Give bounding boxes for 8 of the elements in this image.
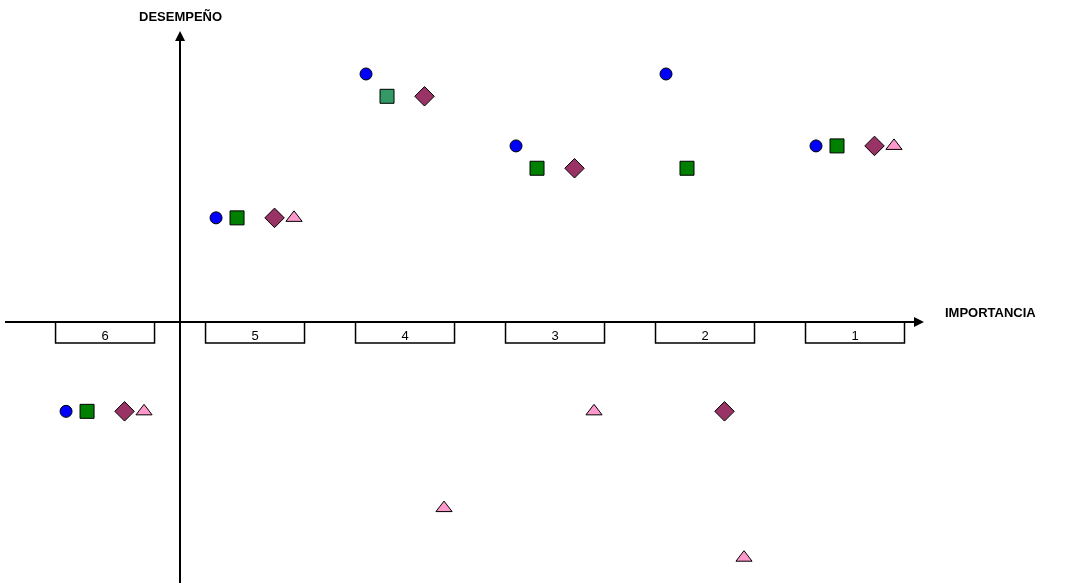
x-tick-label: 5: [251, 328, 259, 344]
y-axis-title: DESEMPEÑO: [139, 9, 223, 24]
x-axis-title: IMPORTANCIA: [945, 305, 1037, 320]
x-tick-label: 6: [101, 328, 109, 344]
x-tick-label: 1: [851, 328, 859, 344]
x-tick-label: 3: [551, 328, 559, 344]
x-tick-label: 2: [701, 328, 709, 344]
x-tick-label: 4: [401, 328, 409, 344]
